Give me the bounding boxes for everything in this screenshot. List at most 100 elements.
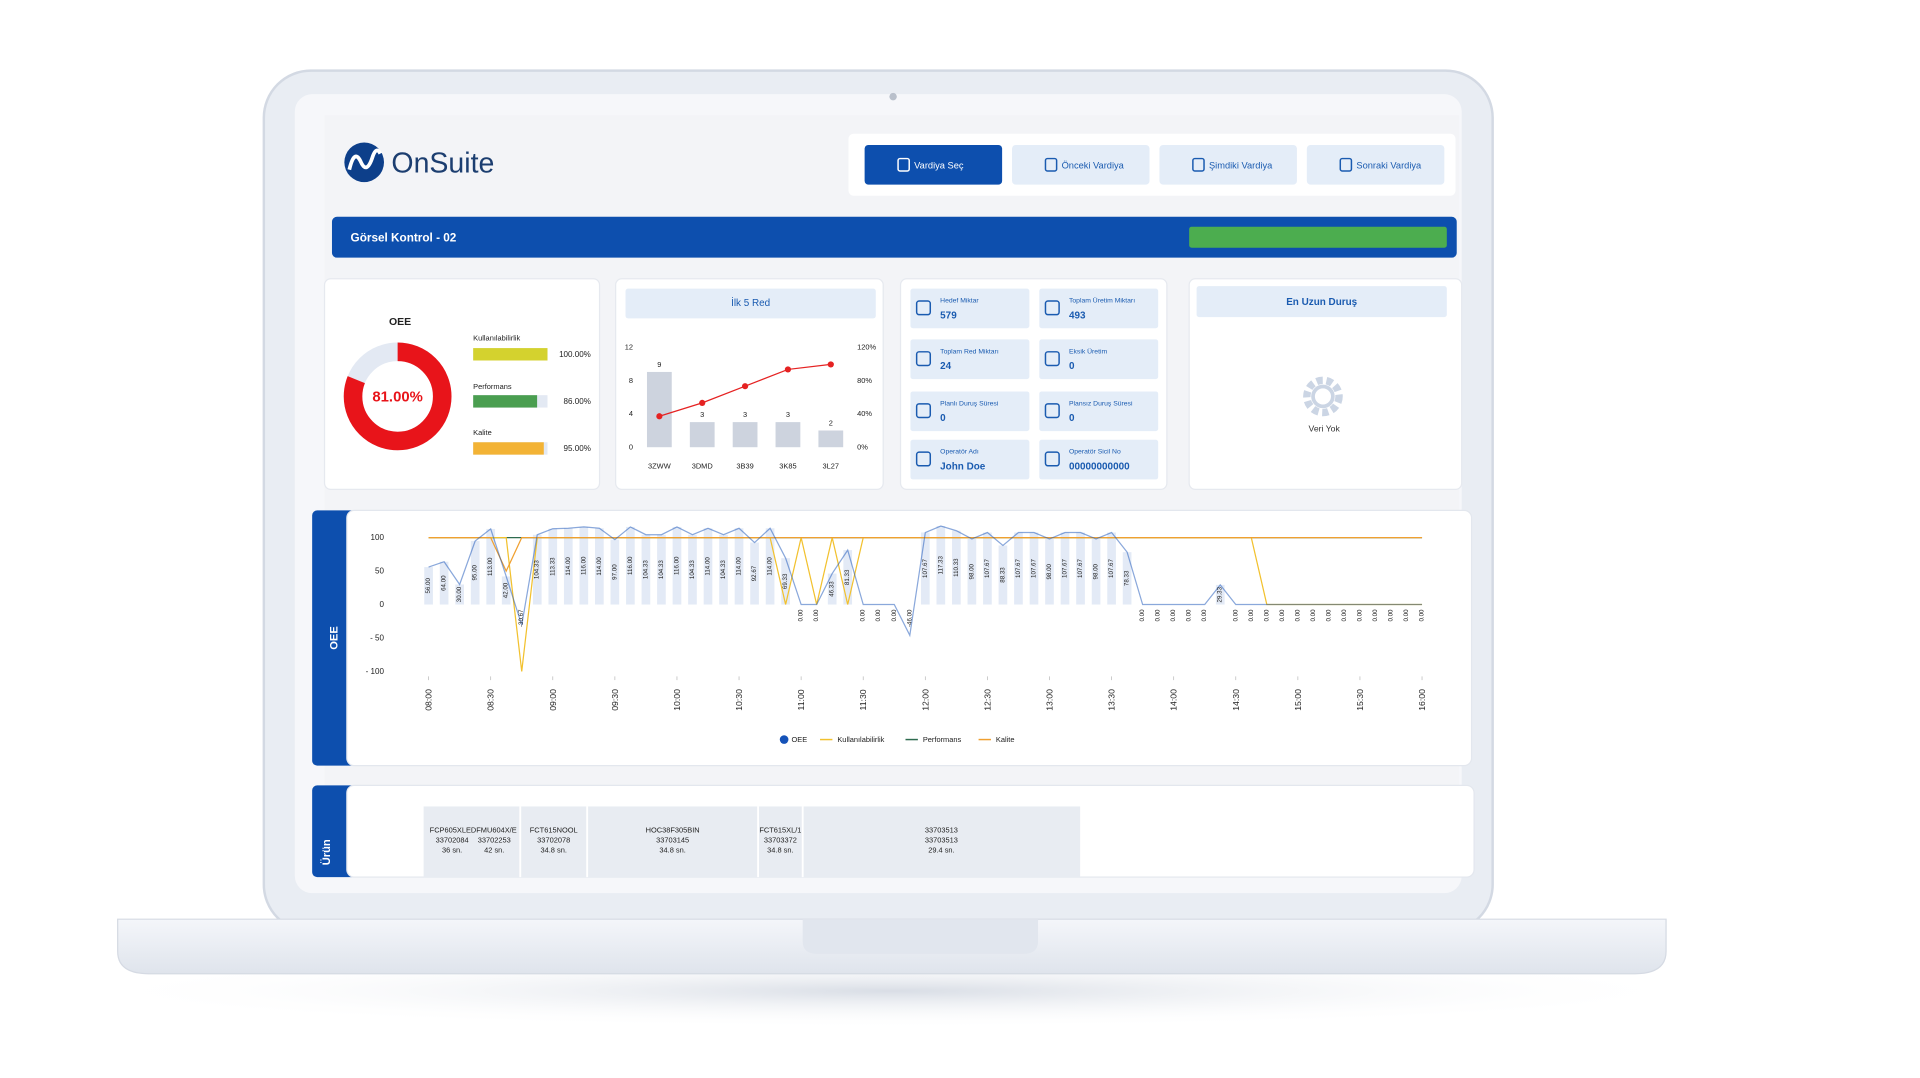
data-label: 116.00 xyxy=(627,556,634,575)
x-tick-label: 09:00 xyxy=(548,689,558,711)
status-bar xyxy=(1189,226,1447,248)
oee-bar xyxy=(470,540,480,605)
x-tick-label: 15:00 xyxy=(1293,689,1303,711)
data-label: 0.00 xyxy=(1419,609,1426,622)
data-label: 81.33 xyxy=(844,569,851,585)
x-tick-label: 08:00 xyxy=(424,689,434,711)
data-label: 0.00 xyxy=(1294,609,1301,622)
oee-bar xyxy=(781,558,790,605)
data-label: 0.00 xyxy=(1387,609,1394,622)
data-label: 0.00 xyxy=(1201,609,1208,622)
panel-title: OEE xyxy=(328,626,340,650)
chart-panel xyxy=(346,509,1473,767)
data-label: 110.33 xyxy=(953,558,960,577)
nav-button[interactable]: Önceki Vardiya xyxy=(1012,144,1150,185)
bar xyxy=(732,422,758,448)
data-label: 88.33 xyxy=(999,567,1006,583)
oee-bar xyxy=(563,528,573,605)
oee-bar xyxy=(626,526,635,605)
data-label: 113.00 xyxy=(487,557,494,576)
data-label: 98.00 xyxy=(1046,563,1053,579)
stat-tile xyxy=(910,339,1030,380)
product-code: 33703513 xyxy=(925,835,958,844)
oee-bar xyxy=(672,526,682,605)
x-tick-label: 16:00 xyxy=(1417,689,1427,711)
logo-wave xyxy=(347,148,382,171)
x-tick-label: 12:30 xyxy=(982,689,992,711)
button-icon xyxy=(1339,157,1353,172)
data-label: 30.00 xyxy=(456,586,463,602)
nav-button[interactable]: Şimdiki Vardiya xyxy=(1159,144,1297,185)
data-label: 0.00 xyxy=(1139,609,1146,622)
stat-icon xyxy=(1044,351,1060,367)
product-code: 33702253 xyxy=(478,835,511,844)
product-name: FCT615XL/1 xyxy=(759,825,801,834)
data-label: 107.67 xyxy=(1015,559,1022,578)
stat-value: 0 xyxy=(1069,413,1075,424)
data-label: 116.00 xyxy=(673,556,680,575)
data-label: 0.00 xyxy=(813,609,820,622)
button-label: Önceki Vardiya xyxy=(1062,160,1125,170)
nav-button[interactable]: Sonraki Vardiya xyxy=(1306,144,1445,185)
data-label: 0.00 xyxy=(1325,609,1332,622)
data-label: 0.00 xyxy=(1341,609,1348,622)
data-label: 0.00 xyxy=(798,609,805,622)
data-label: 0.00 xyxy=(1263,609,1270,622)
data-label: 107.67 xyxy=(1077,559,1084,578)
nav-button[interactable]: Vardiya Seç xyxy=(864,144,1003,185)
oee-bar xyxy=(424,567,433,605)
bar xyxy=(818,430,844,448)
button-bg xyxy=(1306,144,1445,185)
bar xyxy=(646,371,672,448)
oee-bar xyxy=(719,534,728,605)
data-label: 104.33 xyxy=(642,560,649,579)
product-code: 33703372 xyxy=(764,835,797,844)
oee-bar xyxy=(641,534,651,605)
product-time: 34.8 sn. xyxy=(540,845,566,854)
stat-label: Planlı Duruş Süresi xyxy=(940,400,999,407)
stat-icon xyxy=(915,300,932,316)
data-label: -46.00 xyxy=(906,609,913,627)
oee-bar xyxy=(610,539,620,605)
y-tick-label: 8 xyxy=(629,376,633,385)
x-tick-label: 14:30 xyxy=(1231,689,1241,711)
oee-bar xyxy=(750,542,759,605)
product-name: HOC38F305BIN xyxy=(646,825,700,834)
stat-value: 00000000000 xyxy=(1069,462,1130,473)
stat-label: Eksik Üretim xyxy=(1069,347,1107,355)
y-tick-label: 0 xyxy=(629,443,633,452)
data-label: 114.00 xyxy=(705,557,712,576)
stat-label: Operatör Adı xyxy=(940,449,979,456)
data-label: 0.00 xyxy=(1248,609,1255,622)
product-code: 33702078 xyxy=(537,835,570,844)
oee-bar xyxy=(1014,532,1023,605)
x-tick-label: 3DMD xyxy=(692,461,713,470)
data-label: 117.33 xyxy=(937,555,944,574)
x-tick-label: 3B39 xyxy=(736,461,753,470)
data-label: 0.00 xyxy=(1403,609,1410,622)
oee-card xyxy=(323,278,601,490)
data-label: 0.00 xyxy=(1279,609,1286,622)
stat-icon xyxy=(915,451,932,467)
oee-bar xyxy=(936,526,946,605)
gear-icon xyxy=(1303,376,1343,417)
y-tick-label: - 100 xyxy=(366,667,385,676)
bar-label: 3 xyxy=(786,410,790,419)
x-tick-label: 13:30 xyxy=(1107,689,1117,711)
x-tick-label: 13:00 xyxy=(1044,689,1054,711)
oee-bar xyxy=(1122,552,1132,605)
panel-title: Ürün xyxy=(320,839,333,865)
data-label: 107.67 xyxy=(922,559,929,578)
data-label: 114.00 xyxy=(736,557,743,576)
button-label: Vardiya Seç xyxy=(914,160,964,170)
metric-name: Kalite xyxy=(473,428,492,437)
legend-label: Performans xyxy=(923,735,962,744)
stat-value: 493 xyxy=(1069,310,1086,321)
product-name: 33703513 xyxy=(925,825,958,834)
y2-tick-label: 80% xyxy=(857,376,872,385)
x-tick-label: 11:30 xyxy=(858,689,868,710)
stat-label: Plansız Duruş Süresi xyxy=(1069,400,1133,407)
data-label: 0.00 xyxy=(891,609,898,622)
oee-bar xyxy=(657,534,666,605)
